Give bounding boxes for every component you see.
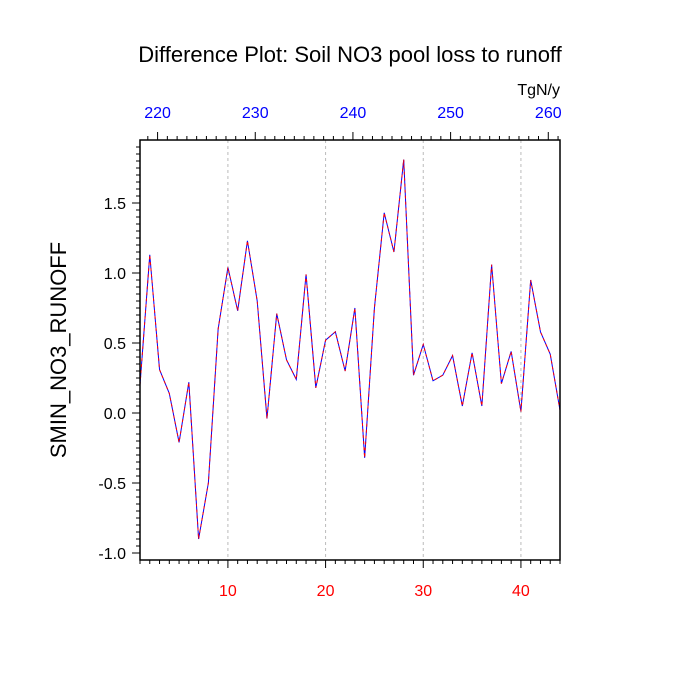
y-tick-label: 1.5 [104,196,126,213]
top-axis-units: TgN/y [517,82,560,99]
series-line-series-a [139,159,561,540]
plot-frame [139,139,561,561]
chart-title: Difference Plot: Soil NO3 pool loss to r… [138,42,562,67]
y-tick-label: 1.0 [104,266,126,283]
grid-lines [227,140,522,560]
y-tick-label: 0.5 [104,336,126,353]
x-tick-label: 40 [512,583,530,600]
x-tick-label: 10 [219,583,237,600]
series-lines [139,159,561,540]
y-axis-label: SMIN_NO3_RUNOFF [46,242,71,458]
axes [139,139,561,561]
y-tick-label: -1.0 [98,546,126,563]
series-line-series-b [139,159,561,540]
top-tick-label: 230 [242,105,269,122]
top-tick-label: 250 [437,105,464,122]
top-tick-label: 240 [340,105,367,122]
x-tick-label: 30 [414,583,432,600]
tick-labels: -1.0 -0.5 0.0 0.5 1.0 1.5 10 20 30 40 220 230 240 250… [98,105,561,600]
axis-ticks [132,132,561,568]
top-tick-label: 220 [144,105,171,122]
top-tick-label: 260 [535,105,562,122]
y-tick-label: -0.5 [98,476,126,493]
y-tick-label: 0.0 [104,406,126,423]
x-tick-label: 20 [317,583,335,600]
